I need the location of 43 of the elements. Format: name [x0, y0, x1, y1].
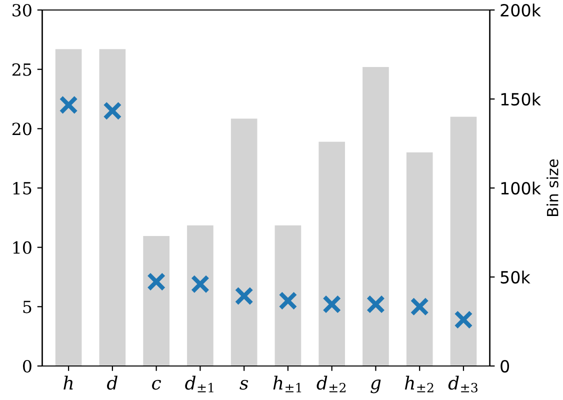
y-tick-label: 25: [12, 63, 32, 76]
bar: [55, 49, 82, 366]
y2-tick-label: 0: [500, 360, 510, 373]
y-tick-label: 30: [12, 4, 32, 17]
y2-tick-label: 100k: [501, 182, 541, 195]
x-tick-label: d$_{±3}$: [448, 376, 478, 392]
bar: [274, 225, 302, 366]
point: [190, 274, 210, 294]
point: [410, 297, 429, 316]
point: [322, 294, 342, 314]
bar: [450, 116, 477, 366]
point: [366, 294, 386, 314]
point: [103, 102, 122, 120]
x-tick-label: d$_{±2}$: [316, 376, 346, 392]
bar: [99, 49, 126, 366]
point: [59, 96, 78, 114]
point: [454, 310, 473, 330]
bar: [318, 142, 346, 366]
y-tick-label: 20: [12, 122, 32, 136]
x-tick-label: d$_{±1}$: [185, 376, 214, 392]
point: [278, 291, 298, 310]
bar: [143, 236, 170, 366]
bar: [406, 152, 433, 366]
x-tick-label: h$_{±1}$: [273, 376, 302, 392]
y-tick-label: 15: [13, 182, 32, 195]
bar: [362, 66, 389, 366]
x-tick-label: h$_{±2}$: [404, 376, 434, 392]
x-tick-label: d: [107, 376, 118, 390]
x-tick-label: g: [370, 380, 381, 394]
bar: [230, 118, 258, 366]
y2-axis-title: Bin size: [546, 159, 558, 216]
x-tick-label: c: [152, 380, 162, 390]
y2-tick-label: 200k: [500, 4, 541, 17]
y-tick-label: 0: [23, 360, 32, 373]
y2-tick-label: 50k: [500, 270, 530, 284]
point: [234, 286, 254, 306]
point: [146, 272, 166, 292]
bar: [187, 225, 214, 366]
x-tick-label: h: [64, 376, 73, 390]
x-tick-label: s: [240, 380, 248, 390]
y-tick-label: 10: [13, 241, 32, 254]
y-tick-label: 5: [23, 300, 32, 314]
y2-tick-label: 150k: [501, 92, 541, 106]
